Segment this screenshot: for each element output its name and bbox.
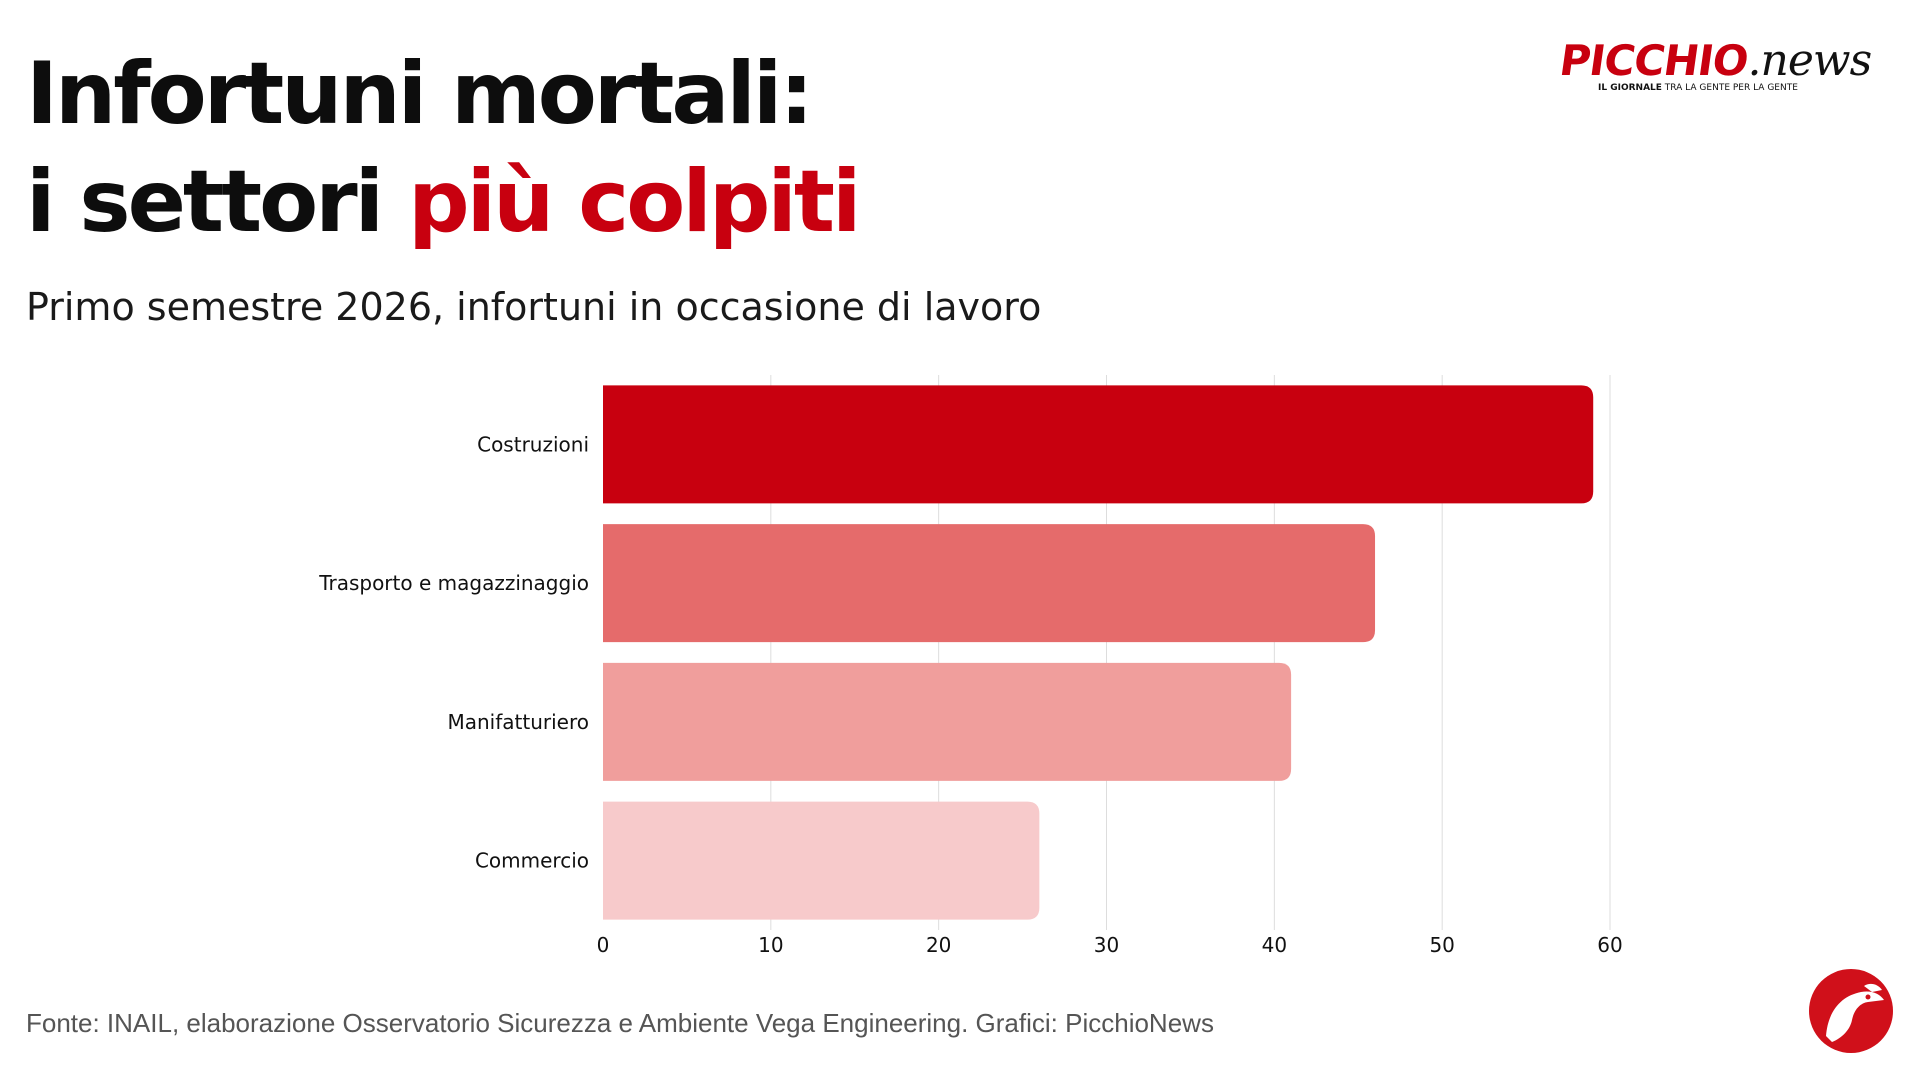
title-line-2-accent: più colpiti <box>408 152 861 252</box>
chart-subtitle: Primo semestre 2026, infortuni in occasi… <box>26 285 1042 329</box>
bar-1 <box>603 385 1594 504</box>
x-tick-label-4: 40 <box>1262 933 1287 957</box>
category-label-2: Trasporto e magazzinaggio <box>318 571 589 595</box>
x-tick-label-2: 20 <box>926 933 951 957</box>
logo-tagline-bold: IL GIORNALE <box>1598 83 1662 93</box>
logo-tagline: IL GIORNALE TRA LA GENTE PER LA GENTE <box>1598 83 1798 93</box>
bar-2 <box>603 524 1376 643</box>
category-label-1: Costruzioni <box>477 432 589 456</box>
category-label-3: Manifatturiero <box>447 710 589 734</box>
title-line-1: Infortuni mortali: <box>26 44 814 144</box>
logo-tagline-rest: TRA LA GENTE PER LA GENTE <box>1661 83 1798 93</box>
x-tick-label-1: 10 <box>758 933 783 957</box>
x-tick-label-5: 50 <box>1429 933 1454 957</box>
title-line-2-plain: i settori <box>26 152 409 252</box>
x-tick-label-3: 30 <box>1094 933 1119 957</box>
bar-3 <box>603 662 1292 781</box>
x-tick-label-6: 60 <box>1597 933 1622 957</box>
source-note: Fonte: INAIL, elaborazione Osservatorio … <box>26 1008 1214 1038</box>
category-label-4: Commercio <box>475 849 589 873</box>
chart-title: Infortuni mortali: i settori più colpiti <box>26 40 861 256</box>
picchio-news-logo: PICCHIO.news IL GIORNALE TRA LA GENTE PE… <box>1557 35 1900 95</box>
x-tick-label-0: 0 <box>597 933 610 957</box>
logo-suffix: .news <box>1747 35 1873 86</box>
bar-4 <box>603 801 1040 920</box>
bar-chart: Costruzioni Trasporto e magazzinaggio Mani… <box>318 375 1623 957</box>
woodpecker-badge-icon <box>1809 969 1893 1053</box>
logo-wordmark: PICCHIO.news <box>1557 35 1873 86</box>
